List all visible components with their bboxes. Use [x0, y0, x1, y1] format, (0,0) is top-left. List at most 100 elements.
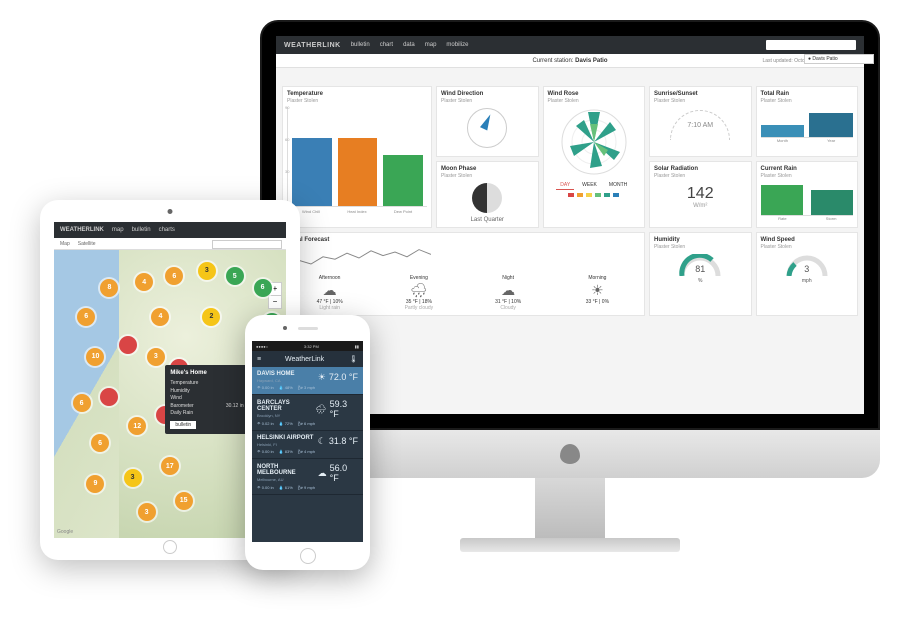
card-title: Temperature	[287, 91, 427, 97]
map-pin[interactable]: 3	[147, 348, 165, 366]
map-pin[interactable]: 17	[161, 457, 179, 475]
map-pin[interactable]: 3	[124, 469, 142, 487]
map-pin[interactable]: 15	[175, 492, 193, 510]
period-desc: Partly cloudy	[376, 305, 461, 311]
card-temperature: Temperature Plaster Stolen 90 60 30 0 Wi…	[282, 86, 432, 228]
map-pin[interactable]: 2	[202, 308, 220, 326]
map-pin[interactable]: 3	[138, 503, 156, 521]
battery-icon: ▮▮	[355, 344, 359, 349]
rose-tabs: DAY WEEK MONTH	[548, 181, 641, 190]
wind-speed-value: 3mph	[785, 264, 829, 284]
nav-bulletin[interactable]: bulletin	[132, 227, 151, 233]
card-sub: Plaster Stolen	[654, 244, 747, 250]
location-name: HELSINKI AIRPORT	[257, 435, 313, 441]
nav-bulletin[interactable]: bulletin	[351, 42, 370, 48]
map-pin[interactable]: 10	[86, 348, 104, 366]
tab-month[interactable]: MONTH	[605, 181, 631, 190]
card-forecast: Local Forecast Afternoon ☁ 47 °F | 10% L…	[282, 232, 645, 316]
map-pin[interactable]: 6	[77, 308, 95, 326]
card-title: Local Forecast	[287, 237, 640, 243]
ipad-search-input[interactable]	[212, 240, 282, 249]
location-meta: ☂ 0.00 in💧 83%🌬 4 mph	[257, 449, 358, 454]
card-current-rain: Current Rain Plaster Stolen RateStorm	[756, 161, 859, 228]
map-pin[interactable]: 8	[100, 279, 118, 297]
tab-week[interactable]: WEEK	[578, 181, 601, 190]
card-sub: Plaster Stolen	[654, 98, 747, 104]
card-wind-rose: Wind Rose Plaster Stolen DAY WEEK	[543, 86, 646, 228]
tab-day[interactable]: DAY	[556, 181, 574, 190]
thermometer-icon[interactable]: 🌡	[349, 355, 358, 363]
nav-data[interactable]: data	[403, 42, 415, 48]
moon-icon	[472, 183, 502, 213]
tab-satellite[interactable]: Satellite	[78, 241, 96, 247]
temperature-labels: Wind ChillHeat IndexDew Point	[287, 209, 427, 214]
map-pin[interactable]: 6	[73, 394, 91, 412]
ytick: 30	[285, 169, 289, 174]
tab-map[interactable]: Map	[60, 241, 70, 247]
card-title: Total Rain	[761, 91, 854, 97]
location-row[interactable]: DAVIS HOME Hayward, CA ☀ 72.0 °F ☂ 0.00 …	[252, 367, 363, 395]
card-title: Sunrise/Sunset	[654, 91, 747, 97]
card-moon: Moon Phase Plaster Stolen Last Quarter	[436, 161, 539, 228]
bar	[383, 155, 423, 206]
iphone-camera-icon	[283, 326, 287, 330]
top-nav: bulletin chart data map mobilize	[351, 42, 469, 48]
app-title: WeatherLink	[285, 356, 324, 363]
solar-value: 142W/m²	[654, 185, 747, 209]
map-pin[interactable]	[100, 388, 118, 406]
map-pin[interactable]: 5	[226, 267, 244, 285]
card-sub: Plaster Stolen	[287, 98, 427, 104]
dashboard-subbar: Current station: Davis Patio Last update…	[276, 54, 864, 68]
map-pin[interactable]: 6	[254, 279, 272, 297]
card-title: Solar Radiation	[654, 166, 747, 172]
ytick: 90	[285, 105, 289, 110]
location-name: BARCLAYS CENTER	[257, 400, 315, 412]
map-pin[interactable]: 3	[198, 262, 216, 280]
zoom-out-button[interactable]: −	[269, 296, 281, 308]
legend-swatch	[595, 193, 601, 197]
popup-bulletin-button[interactable]: bulletin	[170, 421, 196, 429]
location-row[interactable]: BARCLAYS CENTER Brooklyn, NY 🌧 59.3 °F ☂…	[252, 395, 363, 431]
card-solar: Solar Radiation Plaster Stolen 142W/m²	[649, 161, 752, 228]
bar-label: Storm	[809, 216, 853, 221]
temperature-bars	[287, 107, 427, 207]
map-pin[interactable]: 6	[91, 434, 109, 452]
card-title: Wind Speed	[761, 237, 854, 243]
location-row[interactable]: NORTH MELBOURNE Melbourne, AU ☁ 56.0 °F …	[252, 459, 363, 495]
forecast-sparkline	[287, 246, 431, 270]
bar-label: Month	[761, 138, 805, 143]
weather-icon: ☁	[318, 468, 327, 479]
forecast-period: Morning ☀ 33 °F | 0%	[555, 275, 640, 311]
phone-status-bar: ●●●●○ 3:32 PM ▮▮	[252, 341, 363, 351]
nav-charts[interactable]: charts	[159, 227, 175, 233]
bar	[292, 138, 332, 206]
iphone-home-button[interactable]	[300, 548, 316, 564]
bar	[809, 113, 853, 137]
bar	[811, 190, 853, 215]
ipad-home-button[interactable]	[163, 540, 177, 554]
card-title: Wind Rose	[548, 91, 641, 97]
card-sub: Plaster Stolen	[761, 244, 854, 250]
nav-chart[interactable]: chart	[380, 42, 393, 48]
station-selector[interactable]: ● Davis Patio	[804, 54, 864, 64]
location-row[interactable]: HELSINKI AIRPORT Helsinki, FI ☾ 31.8 °F …	[252, 431, 363, 459]
map-pin[interactable]: 4	[151, 308, 169, 326]
card-total-rain: Total Rain Plaster Stolen MonthYear	[756, 86, 859, 157]
map-pin[interactable]: 9	[86, 475, 104, 493]
card-title: Wind Direction	[441, 91, 534, 97]
current-rain-labels: Rate Storm	[761, 216, 854, 221]
nav-map[interactable]: map	[425, 42, 437, 48]
card-title: Current Rain	[761, 166, 854, 172]
ipad-camera-icon	[168, 209, 173, 214]
location-temp: 59.3 °F	[330, 399, 358, 419]
total-rain-labels: MonthYear	[761, 138, 854, 143]
nav-map[interactable]: map	[112, 227, 124, 233]
rose-legend	[548, 193, 641, 197]
menu-icon[interactable]: ≡	[257, 356, 260, 363]
search-input[interactable]	[766, 40, 856, 50]
iphone-screen: ●●●●○ 3:32 PM ▮▮ ≡ WeatherLink 🌡 DAVIS H…	[252, 341, 363, 542]
weather-icon: ☀	[318, 372, 326, 383]
weather-icon: ☾	[318, 436, 326, 447]
nav-mobilize[interactable]: mobilize	[446, 42, 468, 48]
bar-label: Rate	[761, 216, 805, 221]
